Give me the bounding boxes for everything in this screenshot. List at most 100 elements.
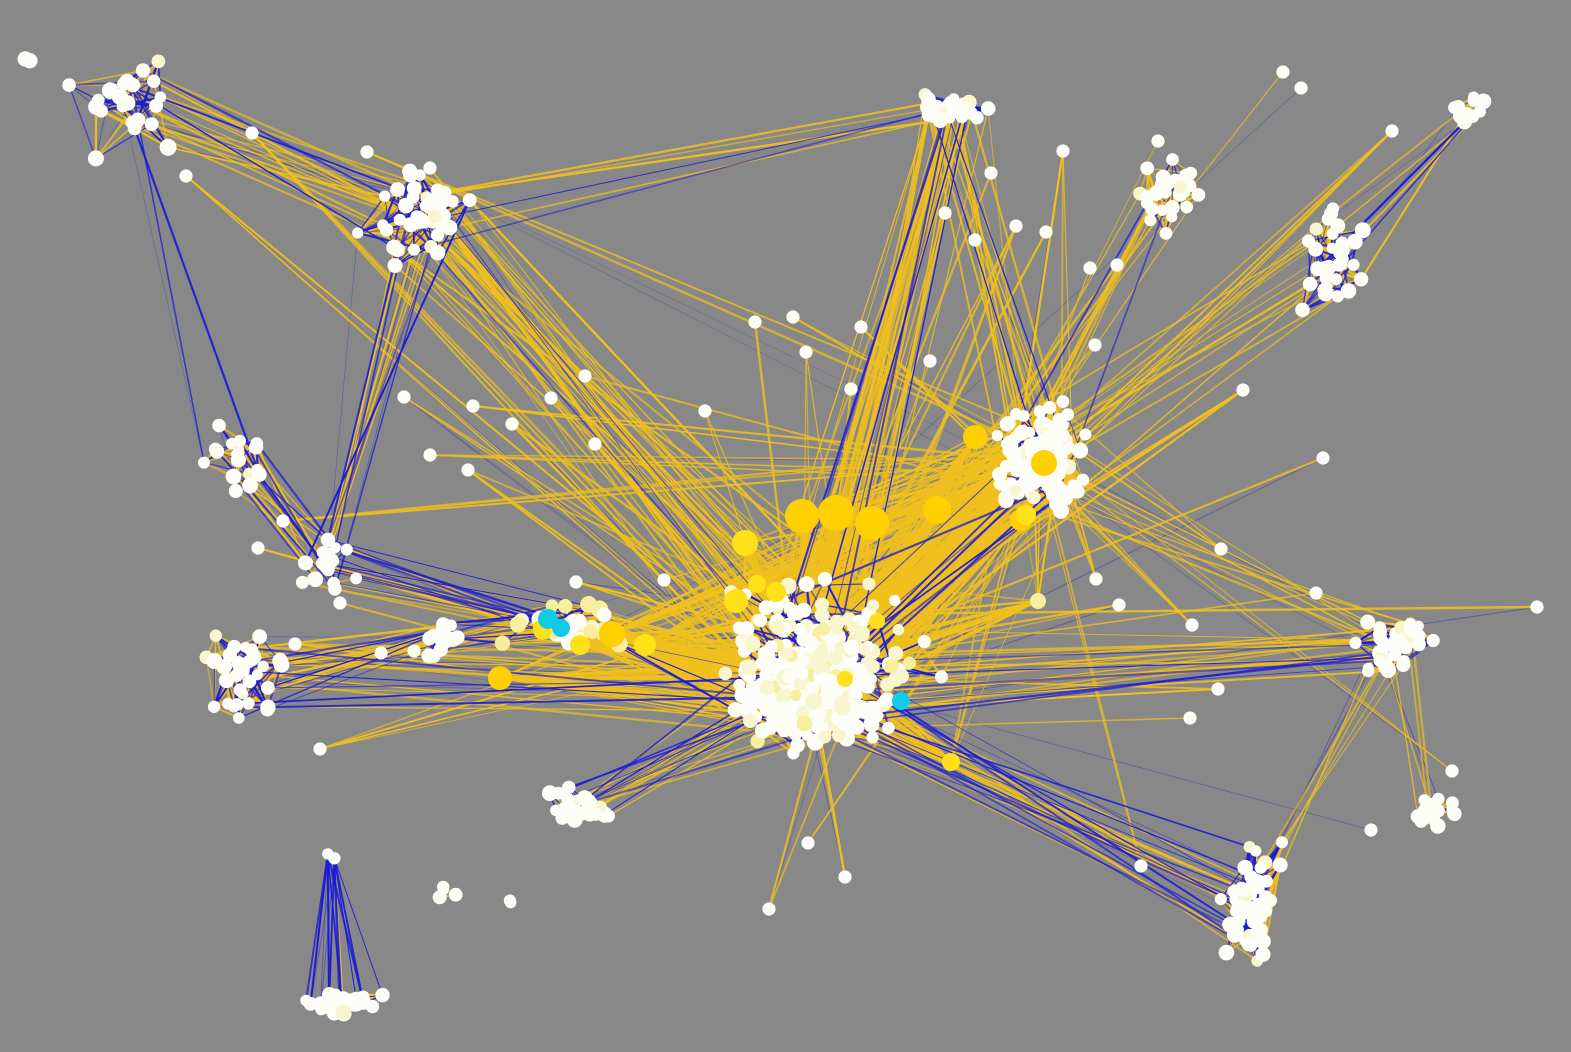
- graph-node[interactable]: [343, 993, 360, 1010]
- graph-node[interactable]: [374, 646, 388, 660]
- graph-node[interactable]: [602, 809, 615, 823]
- graph-node[interactable]: [781, 647, 794, 660]
- graph-node[interactable]: [387, 258, 403, 274]
- graph-node[interactable]: [867, 599, 880, 612]
- graph-node[interactable]: [578, 369, 592, 383]
- graph-node[interactable]: [569, 575, 583, 589]
- graph-node[interactable]: [248, 442, 260, 454]
- graph-node[interactable]: [340, 543, 353, 556]
- graph-node[interactable]: [427, 209, 442, 223]
- graph-node[interactable]: [233, 712, 245, 724]
- graph-node[interactable]: [1053, 502, 1069, 519]
- graph-node[interactable]: [588, 437, 602, 451]
- graph-node[interactable]: [745, 680, 759, 694]
- graph-node[interactable]: [801, 729, 813, 741]
- graph-node[interactable]: [866, 731, 879, 744]
- graph-node[interactable]: [1398, 655, 1410, 667]
- graph-node[interactable]: [1530, 600, 1544, 614]
- graph-node[interactable]: [1166, 153, 1179, 166]
- graph-node[interactable]: [428, 650, 441, 663]
- graph-node[interactable]: [797, 654, 809, 667]
- graph-node[interactable]: [298, 555, 313, 571]
- graph-node[interactable]: [1252, 922, 1268, 938]
- graph-hub-node[interactable]: [963, 425, 987, 449]
- graph-node[interactable]: [832, 728, 846, 743]
- graph-node[interactable]: [206, 653, 223, 669]
- graph-node[interactable]: [1448, 101, 1461, 114]
- graph-node[interactable]: [350, 572, 362, 585]
- graph-node[interactable]: [1418, 812, 1431, 825]
- graph-node[interactable]: [144, 117, 159, 132]
- graph-node[interactable]: [1072, 442, 1089, 459]
- graph-node[interactable]: [1010, 408, 1022, 420]
- graph-node[interactable]: [744, 635, 761, 652]
- graph-node[interactable]: [422, 631, 437, 646]
- graph-node[interactable]: [242, 477, 258, 494]
- graph-node[interactable]: [360, 145, 374, 159]
- graph-node[interactable]: [844, 382, 858, 396]
- graph-node[interactable]: [862, 681, 875, 694]
- graph-node[interactable]: [762, 902, 776, 916]
- graph-node[interactable]: [834, 640, 848, 655]
- graph-node[interactable]: [179, 169, 193, 183]
- graph-node[interactable]: [242, 697, 255, 710]
- graph-node[interactable]: [260, 702, 275, 717]
- graph-node[interactable]: [596, 607, 612, 623]
- graph-node[interactable]: [1399, 640, 1413, 655]
- graph-node[interactable]: [827, 650, 843, 666]
- graph-node[interactable]: [430, 228, 445, 242]
- graph-node[interactable]: [758, 600, 774, 615]
- graph-node[interactable]: [798, 576, 815, 592]
- graph-hub-node[interactable]: [766, 582, 786, 602]
- graph-node[interactable]: [1312, 261, 1324, 273]
- graph-node[interactable]: [151, 54, 166, 69]
- graph-node[interactable]: [233, 683, 247, 697]
- graph-node[interactable]: [466, 399, 480, 413]
- graph-node[interactable]: [207, 700, 221, 713]
- graph-node[interactable]: [847, 620, 860, 634]
- node-layer[interactable]: [17, 51, 1544, 1022]
- graph-node[interactable]: [419, 200, 432, 213]
- graph-node[interactable]: [894, 668, 909, 684]
- graph-node[interactable]: [1064, 441, 1075, 453]
- graph-hub-node[interactable]: [818, 495, 854, 531]
- graph-node[interactable]: [1134, 859, 1148, 873]
- graph-node[interactable]: [352, 227, 364, 239]
- graph-node[interactable]: [222, 697, 235, 710]
- graph-node[interactable]: [796, 602, 812, 618]
- graph-node[interactable]: [1346, 233, 1363, 250]
- graph-hub-node[interactable]: [570, 635, 590, 655]
- graph-node[interactable]: [1373, 654, 1386, 667]
- graph-node[interactable]: [209, 629, 222, 642]
- graph-node[interactable]: [857, 642, 871, 656]
- graph-node[interactable]: [432, 890, 447, 905]
- graph-node[interactable]: [805, 693, 822, 710]
- graph-node[interactable]: [1180, 200, 1193, 214]
- graph-node[interactable]: [557, 599, 573, 614]
- highlighted-node-layer[interactable]: [538, 609, 910, 710]
- graph-node[interactable]: [1056, 395, 1070, 408]
- graph-node[interactable]: [1432, 792, 1445, 806]
- graph-node[interactable]: [240, 641, 252, 653]
- graph-node[interactable]: [230, 698, 244, 711]
- graph-node[interactable]: [295, 575, 309, 589]
- graph-node[interactable]: [251, 669, 263, 681]
- graph-node[interactable]: [1385, 124, 1399, 138]
- graph-node[interactable]: [760, 662, 774, 676]
- graph-node[interactable]: [799, 345, 813, 359]
- graph-node[interactable]: [356, 990, 370, 1004]
- graph-node[interactable]: [94, 104, 108, 118]
- graph-node[interactable]: [135, 63, 151, 78]
- graph-node[interactable]: [365, 999, 380, 1014]
- graph-node[interactable]: [1430, 818, 1446, 834]
- graph-node[interactable]: [741, 659, 758, 676]
- graph-node[interactable]: [1362, 665, 1375, 678]
- graph-node[interactable]: [1083, 261, 1097, 275]
- graph-node[interactable]: [247, 649, 262, 665]
- graph-node[interactable]: [1014, 424, 1030, 440]
- graph-node[interactable]: [92, 93, 105, 107]
- graph-node[interactable]: [119, 95, 136, 111]
- graph-node[interactable]: [552, 786, 566, 800]
- graph-hub-node[interactable]: [869, 613, 885, 629]
